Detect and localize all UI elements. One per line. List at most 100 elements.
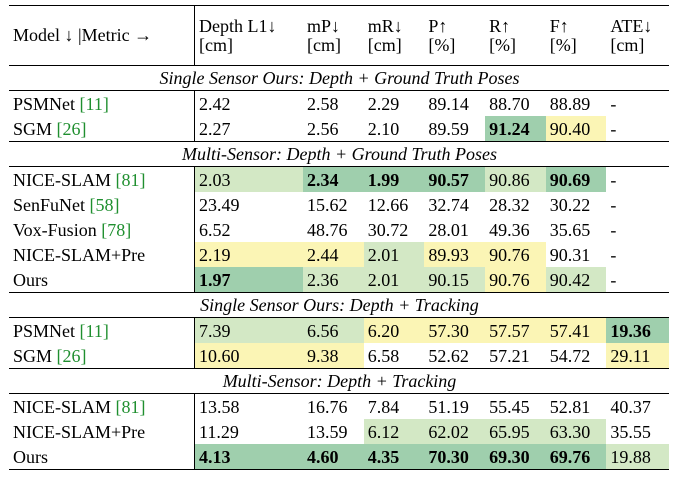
- value-text: 90.40: [549, 118, 591, 139]
- citation-link[interactable]: [58]: [89, 194, 120, 215]
- value-cell: 57.30: [424, 317, 486, 343]
- value-text: 12.66: [367, 194, 409, 215]
- model-cell: NICE-SLAM [81]: [9, 166, 195, 192]
- value-cell: 2.44: [303, 242, 364, 267]
- citation-link[interactable]: [11]: [79, 320, 109, 341]
- citation-link[interactable]: [78]: [101, 219, 132, 240]
- citation-link[interactable]: [81]: [115, 169, 146, 190]
- value-cell: 90.76: [485, 242, 546, 267]
- value-text: 35.55: [610, 421, 651, 442]
- value-text: 90.76: [489, 269, 530, 290]
- value-cell: 2.03: [194, 166, 304, 192]
- value-cell: 63.30: [545, 419, 607, 444]
- value-cell: 13.58: [195, 394, 304, 420]
- value-text: 2.42: [199, 93, 231, 114]
- model-name: PSMNet: [13, 320, 80, 341]
- value-cell: 91.24: [485, 116, 546, 142]
- value-text: 15.62: [307, 194, 348, 215]
- model-name: PSMNet: [13, 93, 80, 114]
- table-row: NICE-SLAM [81] 13.58 16.76 7.84 51.19 55.45 52…: [9, 393, 669, 420]
- value-text: 57.41: [549, 320, 591, 341]
- model-cell: PSMNet [11]: [9, 317, 195, 343]
- value-cell: 1.97: [194, 267, 304, 293]
- value-cell: 2.27: [195, 116, 304, 142]
- value-cell: 19.88: [606, 444, 669, 470]
- model-name: NICE-SLAM+Pre: [13, 244, 146, 265]
- value-cell: -: [606, 167, 669, 193]
- value-cell: 2.42: [195, 91, 304, 117]
- model-name: Ours: [13, 269, 48, 290]
- value-text: 1.97: [199, 269, 231, 290]
- value-text: 63.30: [549, 421, 591, 442]
- value-text: 88.89: [549, 93, 591, 114]
- value-cell: 2.58: [303, 91, 364, 117]
- value-cell: 2.29: [364, 91, 425, 117]
- value-text: -: [610, 118, 617, 139]
- value-text: 2.10: [367, 118, 400, 139]
- model-name: SGM: [13, 345, 57, 366]
- model-cell: Vox-Fusion [78]: [9, 217, 195, 242]
- value-text: -: [610, 269, 617, 290]
- value-text: 2.34: [307, 169, 339, 190]
- value-text: 6.52: [199, 219, 231, 240]
- citation-link[interactable]: [11]: [79, 93, 109, 114]
- value-cell: 90.86: [485, 166, 546, 192]
- col-depth-unit: [cm]: [199, 35, 233, 55]
- value-cell: 29.11: [606, 343, 669, 369]
- value-cell: 88.89: [546, 91, 607, 117]
- value-text: 90.57: [428, 169, 469, 190]
- value-text: -: [610, 219, 617, 240]
- model-name: Ours: [13, 446, 48, 467]
- col-mr-unit: [cm]: [367, 35, 402, 55]
- value-text: 28.32: [489, 194, 530, 215]
- value-text: 30.22: [549, 194, 591, 215]
- value-cell: 55.45: [485, 394, 546, 420]
- value-cell: -: [606, 192, 669, 217]
- value-cell: 90.76: [485, 267, 546, 293]
- header-row-names: Model ↓ |Metric → Depth L1↓ mP↓ mR↓ P↑ R…: [9, 5, 669, 66]
- value-text: 2.01: [367, 269, 400, 290]
- table-row: SGM [26] 2.27 2.56 2.10 89.59 91.24 90.40-: [9, 116, 669, 142]
- value-cell: 35.65: [546, 217, 607, 242]
- model-cell: NICE-SLAM+Pre: [9, 242, 195, 267]
- value-cell: 28.01: [424, 217, 485, 242]
- value-cell: 6.56: [303, 317, 364, 343]
- section-header-row: Single Sensor Ours: Depth + Ground Truth…: [9, 65, 669, 91]
- value-cell: 2.10: [364, 116, 425, 142]
- results-table: Model ↓ |Metric → Depth L1↓ mP↓ mR↓ P↑ R…: [9, 5, 669, 470]
- value-cell: 89.93: [424, 242, 486, 267]
- value-text: 2.29: [367, 93, 400, 114]
- citation-link[interactable]: [81]: [115, 396, 146, 417]
- model-metric-header: Model ↓ |Metric →: [9, 5, 195, 66]
- value-text: 23.49: [199, 194, 240, 215]
- value-cell: 2.19: [194, 242, 304, 267]
- value-cell: 6.58: [364, 343, 425, 369]
- citation-link[interactable]: [26]: [56, 118, 87, 139]
- model-name: NICE-SLAM: [13, 169, 116, 190]
- value-cell: 6.12: [363, 419, 425, 444]
- value-text: 4.13: [199, 446, 231, 467]
- value-cell: 2.01: [363, 242, 425, 267]
- value-text: 2.56: [307, 118, 339, 139]
- citation-link[interactable]: [26]: [56, 345, 87, 366]
- value-text: 52.62: [428, 345, 469, 366]
- value-cell: 19.36: [606, 317, 669, 343]
- col-f-header: F↑: [549, 16, 569, 36]
- value-cell: 69.76: [545, 444, 607, 470]
- value-text: 35.65: [549, 219, 591, 240]
- value-cell: 62.02: [424, 419, 486, 444]
- value-text: 51.19: [428, 396, 469, 417]
- value-text: 10.60: [199, 345, 240, 366]
- value-text: 65.95: [489, 421, 530, 442]
- value-cell: 1.99: [363, 166, 425, 192]
- col-ate-unit: [cm]: [610, 35, 645, 55]
- table-row: NICE-SLAM+Pre 2.19 2.44 2.01 89.93 90.76 90.31…: [9, 242, 669, 267]
- value-text: 69.30: [489, 446, 530, 467]
- value-cell: 4.35: [363, 444, 425, 470]
- value-cell: 65.95: [485, 419, 546, 444]
- value-text: 90.76: [489, 244, 530, 265]
- model-cell: SenFuNet [58]: [9, 192, 195, 217]
- model-cell: SGM [26]: [9, 343, 195, 369]
- value-cell: 32.74: [424, 192, 485, 217]
- value-cell: 90.15: [424, 267, 486, 293]
